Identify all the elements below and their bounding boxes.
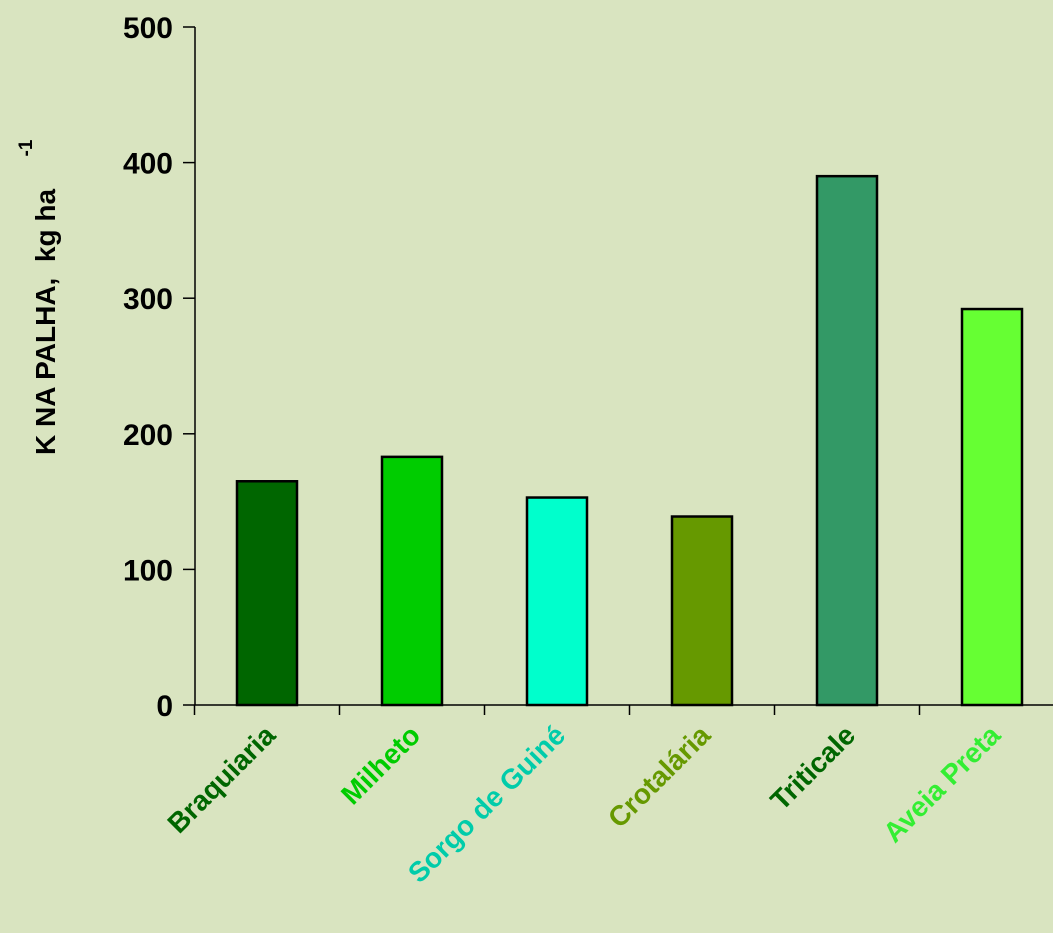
axes — [194, 27, 1053, 706]
category-label-group: Triticale — [764, 719, 861, 816]
y-axis-superscript-group: -1 — [16, 139, 37, 156]
bar-braquiaria — [235, 480, 299, 707]
category-label: Aveia Preta — [877, 719, 1006, 848]
category-label-group: Aveia Preta — [877, 719, 1006, 848]
bar-triticale — [815, 174, 879, 707]
category-label: Crotalária — [602, 719, 717, 834]
category-label-group: Sorgo de Guiné — [402, 719, 571, 888]
y-axis-title-group: K NA PALHA, kg ha — [30, 189, 61, 455]
bar-sorgo-de-guin- — [525, 496, 589, 707]
x-ticks — [193, 705, 921, 715]
category-label: Milheto — [335, 719, 426, 810]
y-axis-title-superscript: -1 — [16, 139, 37, 156]
y-axis-title: K NA PALHA, kg ha — [30, 189, 61, 455]
bar-aveia-preta — [960, 307, 1024, 707]
y-tick-label: 0 — [156, 690, 173, 723]
y-ticks: 0 100 200 300 400 500 — [123, 12, 195, 723]
bar-milheto — [380, 455, 444, 707]
category-label-group: Milheto — [335, 719, 426, 810]
y-tick-label: 400 — [123, 148, 173, 181]
bar-crotal-ria — [670, 515, 734, 707]
category-label-group: Braquiaria — [161, 719, 281, 839]
y-tick-label: 100 — [123, 554, 173, 587]
bars — [235, 174, 1024, 707]
y-tick-label: 200 — [123, 419, 173, 452]
category-label-group: Crotalária — [602, 719, 717, 834]
y-tick-label: 500 — [123, 12, 173, 45]
category-label: Sorgo de Guiné — [402, 719, 571, 888]
y-tick-label: 300 — [123, 283, 173, 316]
category-label: Braquiaria — [161, 719, 281, 839]
category-label: Triticale — [764, 719, 861, 816]
